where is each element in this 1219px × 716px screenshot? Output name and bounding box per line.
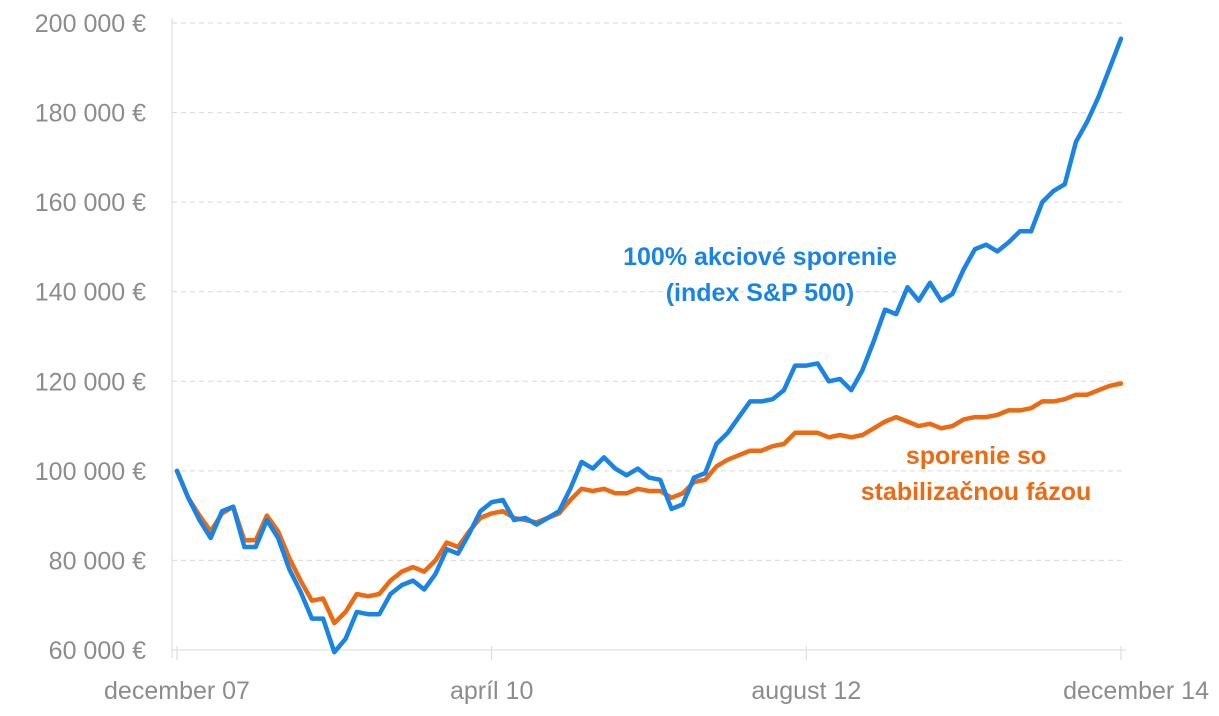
y-tick-label: 200 000 € xyxy=(35,10,146,38)
x-tick-label: august 12 xyxy=(751,677,861,705)
x-axis: december 07 apríl 10 august 12 december 14 xyxy=(104,646,1209,705)
y-tick-label: 120 000 € xyxy=(35,368,146,396)
series-lines xyxy=(174,36,1124,655)
y-tick-label: 180 000 € xyxy=(35,100,146,128)
y-axis: 60 000 € 80 000 € 100 000 € 120 000 € 140 00… xyxy=(35,10,173,665)
annotation-stock-line2: (index S&P 500) xyxy=(666,279,855,307)
series-line-stabilized xyxy=(174,381,1124,626)
y-tick-label: 140 000 € xyxy=(35,279,146,307)
annotation-stabilized-line2: stabilizačnou fázou xyxy=(861,478,1092,506)
y-tick-label: 160 000 € xyxy=(35,189,146,217)
annotations: 100% akciové sporenie (index S&P 500) sp… xyxy=(623,243,1091,506)
series-line-stock-index xyxy=(174,36,1124,655)
gridlines xyxy=(172,22,1126,561)
annotation-stock-line1: 100% akciové sporenie xyxy=(623,243,897,271)
annotation-stabilized-line1: sporenie so xyxy=(906,442,1046,470)
y-tick-label: 100 000 € xyxy=(35,458,146,486)
y-tick-label: 80 000 € xyxy=(49,547,146,575)
x-tick-label: december 14 xyxy=(1063,677,1209,705)
x-tick-label: apríl 10 xyxy=(450,677,533,705)
x-tick-label: december 07 xyxy=(104,677,250,705)
y-tick-label: 60 000 € xyxy=(49,637,146,665)
